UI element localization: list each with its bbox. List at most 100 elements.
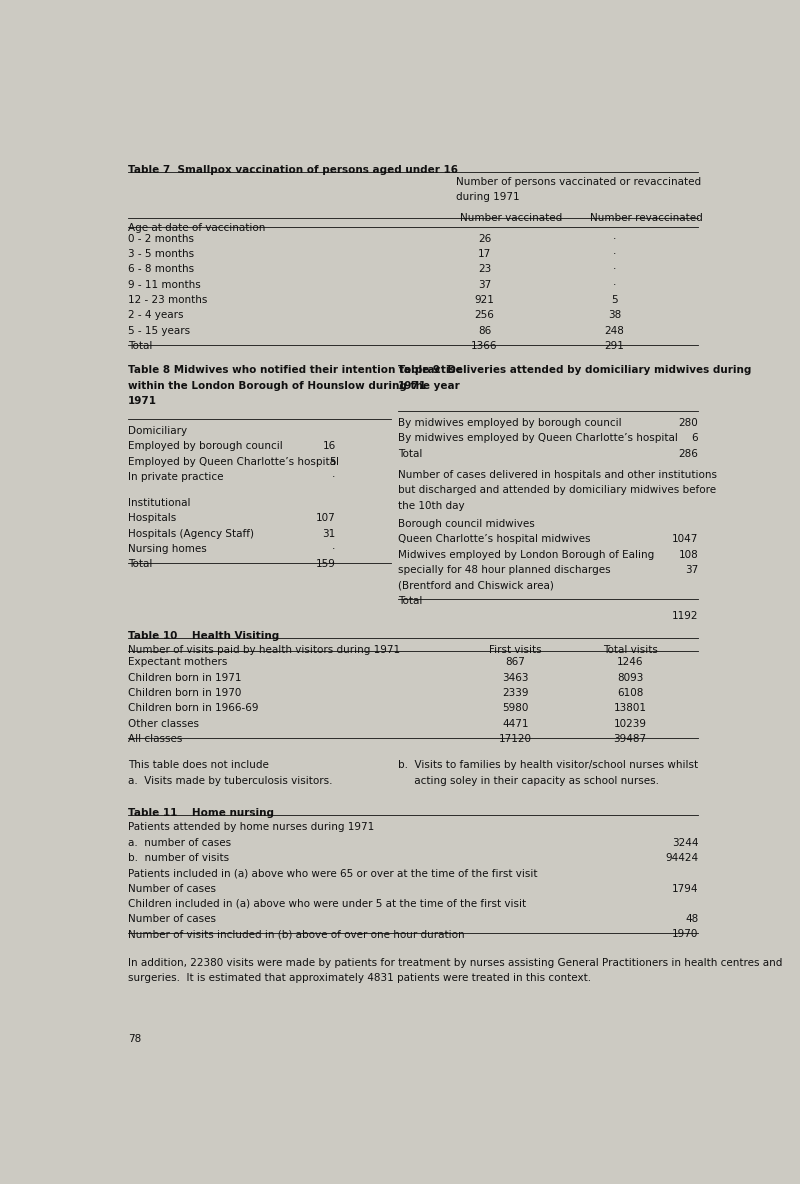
Text: 17120: 17120 bbox=[499, 734, 532, 744]
Text: 6 - 8 months: 6 - 8 months bbox=[128, 264, 194, 275]
Text: 1970: 1970 bbox=[672, 929, 698, 939]
Text: Hospitals (Agency Staff): Hospitals (Agency Staff) bbox=[128, 528, 254, 539]
Text: Expectant mothers: Expectant mothers bbox=[128, 657, 227, 668]
Text: Total: Total bbox=[128, 341, 152, 350]
Text: Number vaccinated: Number vaccinated bbox=[459, 213, 562, 223]
Text: 39487: 39487 bbox=[614, 734, 646, 744]
Text: 1794: 1794 bbox=[672, 883, 698, 894]
Text: 6: 6 bbox=[692, 433, 698, 443]
Text: Other classes: Other classes bbox=[128, 719, 199, 728]
Text: 78: 78 bbox=[128, 1034, 141, 1044]
Text: 1192: 1192 bbox=[672, 611, 698, 620]
Text: 291: 291 bbox=[605, 341, 625, 350]
Text: Children included in (a) above who were under 5 at the time of the first visit: Children included in (a) above who were … bbox=[128, 899, 526, 909]
Text: Number of persons vaccinated or revaccinated: Number of persons vaccinated or revaccin… bbox=[457, 176, 702, 187]
Text: 2 - 4 years: 2 - 4 years bbox=[128, 310, 183, 321]
Text: Table 9  Deliveries attended by domiciliary midwives during: Table 9 Deliveries attended by domicilia… bbox=[398, 366, 751, 375]
Text: Number of cases delivered in hospitals and other institutions: Number of cases delivered in hospitals a… bbox=[398, 470, 717, 480]
Text: ·: · bbox=[613, 249, 616, 259]
Text: ·: · bbox=[332, 543, 336, 554]
Text: In addition, 22380 visits were made by patients for treatment by nurses assistin: In addition, 22380 visits were made by p… bbox=[128, 958, 782, 967]
Text: This table does not include: This table does not include bbox=[128, 760, 269, 771]
Text: All classes: All classes bbox=[128, 734, 182, 744]
Text: (Brentford and Chiswick area): (Brentford and Chiswick area) bbox=[398, 580, 554, 591]
Text: within the London Borough of Hounslow during the year: within the London Borough of Hounslow du… bbox=[128, 381, 460, 391]
Text: By midwives employed by Queen Charlotte’s hospital: By midwives employed by Queen Charlotte’… bbox=[398, 433, 678, 443]
Text: Nursing homes: Nursing homes bbox=[128, 543, 206, 554]
Text: 1366: 1366 bbox=[471, 341, 498, 350]
Text: ·: · bbox=[332, 472, 336, 482]
Text: 107: 107 bbox=[316, 514, 336, 523]
Text: 867: 867 bbox=[506, 657, 526, 668]
Text: 86: 86 bbox=[478, 326, 491, 336]
Text: 256: 256 bbox=[474, 310, 494, 321]
Text: 9 - 11 months: 9 - 11 months bbox=[128, 279, 201, 290]
Text: 3 - 5 months: 3 - 5 months bbox=[128, 249, 194, 259]
Text: 248: 248 bbox=[605, 326, 625, 336]
Text: Queen Charlotte’s hospital midwives: Queen Charlotte’s hospital midwives bbox=[398, 534, 590, 545]
Text: Table 10    Health Visiting: Table 10 Health Visiting bbox=[128, 631, 279, 641]
Text: 26: 26 bbox=[478, 233, 491, 244]
Text: 108: 108 bbox=[678, 549, 698, 560]
Text: Table 11    Home nursing: Table 11 Home nursing bbox=[128, 807, 274, 818]
Text: 1971: 1971 bbox=[398, 381, 426, 391]
Text: 5980: 5980 bbox=[502, 703, 529, 714]
Text: Children born in 1971: Children born in 1971 bbox=[128, 673, 242, 683]
Text: b.  Visits to families by health visitor/school nurses whilst: b. Visits to families by health visitor/… bbox=[398, 760, 698, 771]
Text: Patients attended by home nurses during 1971: Patients attended by home nurses during … bbox=[128, 822, 374, 832]
Text: Institutional: Institutional bbox=[128, 498, 190, 508]
Text: 94424: 94424 bbox=[665, 852, 698, 863]
Text: Total: Total bbox=[398, 449, 422, 458]
Text: Employed by borough council: Employed by borough council bbox=[128, 442, 282, 451]
Text: 6108: 6108 bbox=[617, 688, 643, 699]
Text: 2339: 2339 bbox=[502, 688, 529, 699]
Text: 280: 280 bbox=[678, 418, 698, 427]
Text: 8093: 8093 bbox=[617, 673, 643, 683]
Text: surgeries.  It is estimated that approximately 4831 patients were treated in thi: surgeries. It is estimated that approxim… bbox=[128, 973, 591, 983]
Text: 23: 23 bbox=[478, 264, 491, 275]
Text: Children born in 1970: Children born in 1970 bbox=[128, 688, 242, 699]
Text: Age at date of vaccination: Age at date of vaccination bbox=[128, 223, 266, 233]
Text: during 1971: during 1971 bbox=[457, 192, 520, 202]
Text: specially for 48 hour planned discharges: specially for 48 hour planned discharges bbox=[398, 565, 610, 575]
Text: Children born in 1966-69: Children born in 1966-69 bbox=[128, 703, 258, 714]
Text: In private practice: In private practice bbox=[128, 472, 223, 482]
Text: b.  number of visits: b. number of visits bbox=[128, 852, 229, 863]
Text: Table 8 Midwives who notified their intention to practise: Table 8 Midwives who notified their inte… bbox=[128, 366, 462, 375]
Text: Total: Total bbox=[128, 559, 152, 570]
Text: 48: 48 bbox=[685, 914, 698, 925]
Text: Number revaccinated: Number revaccinated bbox=[590, 213, 702, 223]
Text: Table 7  Smallpox vaccination of persons aged under 16: Table 7 Smallpox vaccination of persons … bbox=[128, 165, 458, 175]
Text: 16: 16 bbox=[322, 442, 336, 451]
Text: but discharged and attended by domiciliary midwives before: but discharged and attended by domicilia… bbox=[398, 485, 716, 495]
Text: ·: · bbox=[613, 264, 616, 275]
Text: Total: Total bbox=[398, 596, 422, 606]
Text: a.  number of cases: a. number of cases bbox=[128, 837, 231, 848]
Text: a.  Visits made by tuberculosis visitors.: a. Visits made by tuberculosis visitors. bbox=[128, 776, 333, 786]
Text: 13801: 13801 bbox=[614, 703, 646, 714]
Text: 37: 37 bbox=[685, 565, 698, 575]
Text: Total visits: Total visits bbox=[602, 644, 658, 655]
Text: 4471: 4471 bbox=[502, 719, 529, 728]
Text: 10239: 10239 bbox=[614, 719, 646, 728]
Text: 1047: 1047 bbox=[672, 534, 698, 545]
Text: 921: 921 bbox=[474, 295, 494, 305]
Text: 1246: 1246 bbox=[617, 657, 643, 668]
Text: acting soley in their capacity as school nurses.: acting soley in their capacity as school… bbox=[398, 776, 658, 786]
Text: 31: 31 bbox=[322, 528, 336, 539]
Text: Number of cases: Number of cases bbox=[128, 883, 216, 894]
Text: Borough council midwives: Borough council midwives bbox=[398, 519, 534, 529]
Text: ·: · bbox=[613, 279, 616, 290]
Text: Number of visits included in (b) above of over one hour duration: Number of visits included in (b) above o… bbox=[128, 929, 465, 939]
Text: ·: · bbox=[613, 233, 616, 244]
Text: Patients included in (a) above who were 65 or over at the time of the first visi: Patients included in (a) above who were … bbox=[128, 868, 538, 879]
Text: 17: 17 bbox=[478, 249, 491, 259]
Text: Midwives employed by London Borough of Ealing: Midwives employed by London Borough of E… bbox=[398, 549, 654, 560]
Text: 12 - 23 months: 12 - 23 months bbox=[128, 295, 207, 305]
Text: Hospitals: Hospitals bbox=[128, 514, 176, 523]
Text: Employed by Queen Charlotte’s hospital: Employed by Queen Charlotte’s hospital bbox=[128, 457, 339, 466]
Text: 0 - 2 months: 0 - 2 months bbox=[128, 233, 194, 244]
Text: Number of cases: Number of cases bbox=[128, 914, 216, 925]
Text: 37: 37 bbox=[478, 279, 491, 290]
Text: 1971: 1971 bbox=[128, 397, 157, 406]
